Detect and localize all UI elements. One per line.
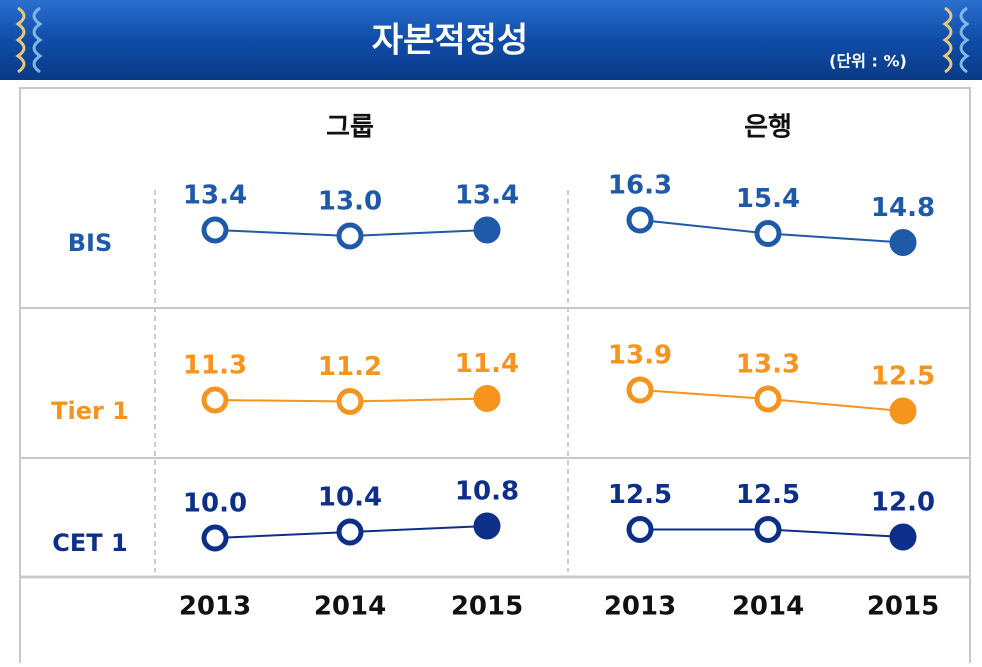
data-point [204,219,226,241]
data-label: 10.0 [183,489,247,519]
data-point [890,524,916,550]
data-point [474,217,500,243]
unit-label: (단위 : %) [829,52,907,71]
data-label: 12.5 [608,480,672,510]
panel-title: 그룹 [326,113,374,143]
data-label: 12.0 [871,488,935,518]
data-point [474,386,500,412]
x-tick-label: 2015 [451,592,523,622]
page-title: 자본적정성 [372,21,528,61]
data-label: 13.9 [608,341,672,371]
data-label: 13.4 [455,181,519,211]
data-point [204,527,226,549]
data-label: 10.4 [318,483,382,513]
data-point [890,398,916,424]
x-tick-label: 2013 [604,592,676,622]
data-point [204,389,226,411]
data-point [629,519,651,541]
data-point [629,209,651,231]
data-point [757,223,779,245]
data-label: 10.8 [455,477,519,507]
data-point [757,388,779,410]
x-tick-label: 2014 [314,592,386,622]
data-label: 11.4 [455,349,519,379]
panel-title: 은행 [744,113,792,143]
data-label: 11.2 [318,352,382,382]
data-label: 13.0 [318,187,382,217]
row-label: BIS [68,229,113,257]
data-point [890,230,916,256]
x-tick-label: 2013 [179,592,251,622]
x-tick-label: 2015 [867,592,939,622]
data-point [339,391,361,413]
data-point [474,513,500,539]
row-label: CET 1 [52,529,127,557]
data-label: 12.5 [736,480,800,510]
data-label: 12.5 [871,362,935,392]
data-label: 13.4 [183,181,247,211]
data-label: 16.3 [608,171,672,201]
chart: 자본적정성 (단위 : %) BIS Tier 1 CET 1 그룹 2013 2014 2… [0,0,982,663]
data-label: 13.3 [736,350,800,380]
data-point [629,379,651,401]
data-point [339,225,361,247]
row-label: Tier 1 [51,397,129,425]
data-point [757,519,779,541]
data-label: 15.4 [736,184,800,214]
data-point [339,521,361,543]
data-label: 14.8 [871,193,935,223]
x-tick-label: 2014 [732,592,804,622]
data-label: 11.3 [183,351,247,381]
